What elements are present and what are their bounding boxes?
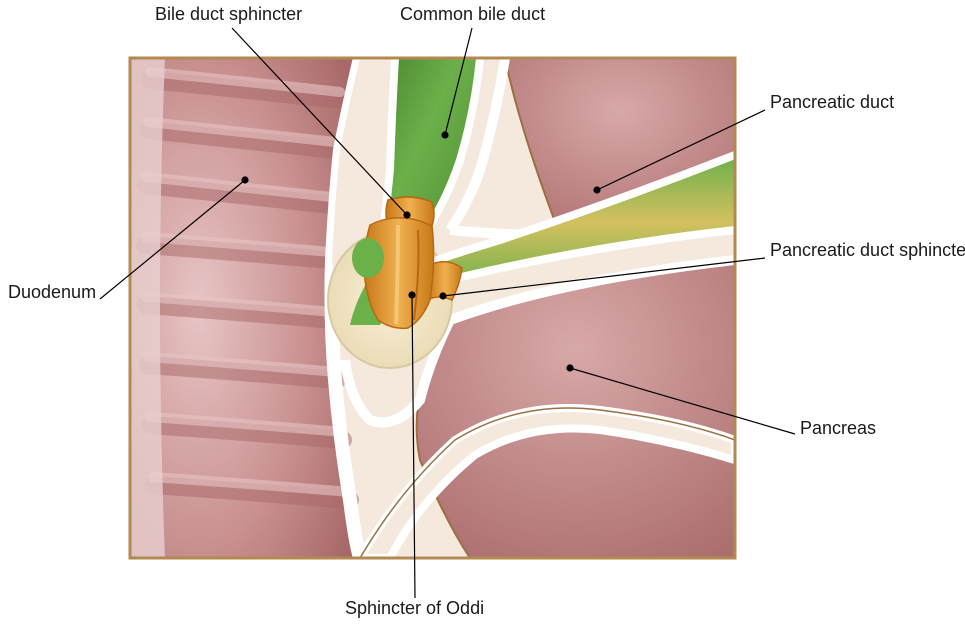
label-bile-duct-sphincter: Bile duct sphincter <box>155 4 302 25</box>
label-pancreatic-duct: Pancreatic duct <box>770 92 894 113</box>
label-duodenum: Duodenum <box>8 282 96 303</box>
label-common-bile-duct: Common bile duct <box>400 4 545 25</box>
label-pancreas: Pancreas <box>800 418 876 439</box>
diagram-container: Bile duct sphincter Common bile duct Pan… <box>0 0 965 631</box>
label-pancreatic-duct-sphincter: Pancreatic duct sphincter <box>770 240 965 261</box>
diagram-content <box>130 58 735 558</box>
label-sphincter-of-oddi: Sphincter of Oddi <box>345 598 484 619</box>
